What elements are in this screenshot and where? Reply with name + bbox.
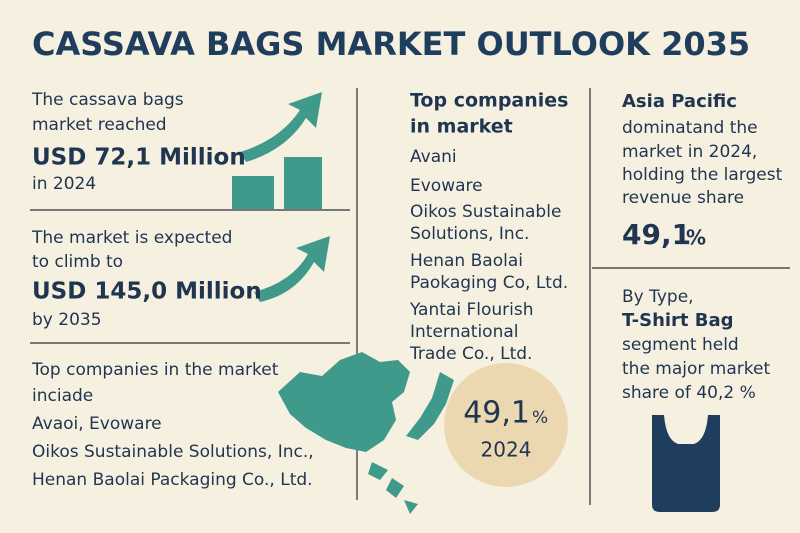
text: by 2035 <box>32 310 102 330</box>
text: dominatand the <box>622 118 758 138</box>
map <box>368 462 418 514</box>
text: to climb to <box>32 252 123 272</box>
badge-value: 49,1 <box>463 396 530 431</box>
company-name: Solutions, Inc. <box>410 224 529 244</box>
company-list: Avani Evoware Oikos SustainableSolutions, … <box>409 147 568 364</box>
company-name: International <box>410 322 519 342</box>
bag-icon <box>652 415 720 512</box>
heading: in market <box>410 116 513 138</box>
map <box>406 372 454 440</box>
company-name: Avani <box>410 147 457 167</box>
company-name: Yantai Flourish <box>409 300 533 320</box>
text: revenue share <box>622 188 744 208</box>
arrow-icon <box>254 236 330 302</box>
text: The cassava bags <box>31 90 184 110</box>
region-share: 49,1 <box>622 218 691 251</box>
text: segment held <box>622 335 739 355</box>
arrow-icon <box>240 92 322 162</box>
amount: USD 145,0 Million <box>32 279 262 305</box>
bar-icon <box>232 176 274 209</box>
text: market in 2024, <box>622 142 757 162</box>
text: the major market <box>622 359 770 379</box>
text: Henan Baolai Packaging Co., Ltd. <box>32 470 313 490</box>
title: CASSAVA BAGS MARKET OUTLOOK 2035 <box>32 25 750 63</box>
text: inciade <box>32 386 93 406</box>
text: The market is expected <box>31 228 232 248</box>
text: Oikos Sustainable Solutions, Inc., <box>32 442 314 462</box>
text: in 2024 <box>32 174 96 194</box>
text: market reached <box>32 115 167 135</box>
bar-icon <box>284 157 322 209</box>
text: Top companies in the market <box>31 360 279 380</box>
company-name: Paokaging Co, Ltd. <box>410 273 568 293</box>
segment-name: T-Shirt Bag <box>622 310 734 331</box>
company-name: Trade Co., Ltd. <box>409 344 532 364</box>
region-name: Asia Pacific <box>622 91 737 112</box>
text: By Type, <box>622 287 694 307</box>
text: share of 40,2 % <box>622 383 756 403</box>
company-name: Oikos Sustainable <box>410 202 561 222</box>
company-name: Evoware <box>410 176 483 196</box>
region-unit: % <box>686 226 706 250</box>
company-name: Henan Baolai <box>410 251 523 271</box>
text: Avaoi, Evoware <box>32 414 162 434</box>
badge-year: 2024 <box>481 438 532 462</box>
amount: USD 72,1 Million <box>32 145 246 171</box>
badge-unit: % <box>532 408 548 428</box>
text: holding the largest <box>622 165 783 185</box>
map <box>278 352 410 452</box>
badge <box>444 363 568 487</box>
heading: Top companies <box>410 90 568 112</box>
